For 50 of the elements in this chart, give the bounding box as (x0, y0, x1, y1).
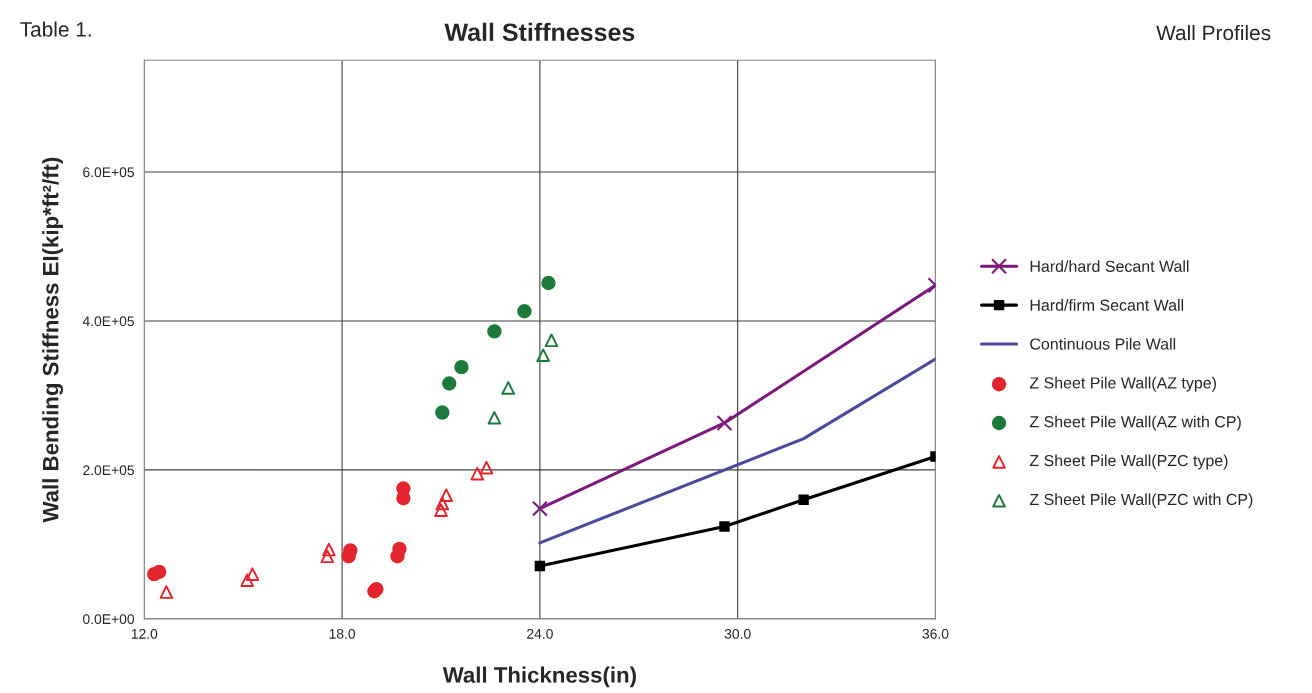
x-tick-label: 12.0 (131, 628, 158, 639)
point (240, 573, 254, 587)
x-tick-label: 36.0 (922, 628, 949, 639)
legend-label: Z Sheet Pile Wall(AZ type) (1029, 376, 1216, 392)
point (536, 348, 550, 362)
caption: Table 1. (20, 21, 91, 37)
point (245, 567, 260, 581)
point (470, 466, 485, 481)
point (159, 585, 174, 599)
point (541, 275, 556, 291)
point (487, 324, 502, 339)
point (531, 500, 548, 517)
point (151, 564, 167, 580)
legend-label: Continuous Pile Wall (1030, 337, 1176, 350)
x-tick-label: 18.0 (329, 628, 356, 639)
point (798, 494, 809, 505)
legend-label: Z Sheet Pile Wall(PZC with CP) (1029, 493, 1253, 509)
x-tick-label: 30.0 (724, 628, 751, 639)
point (322, 542, 336, 557)
point (435, 405, 450, 420)
point (435, 496, 450, 511)
x-tick-label: 24.0 (527, 628, 553, 639)
point (396, 491, 411, 506)
legend-label: Hard/firm Secant Wall (1030, 299, 1184, 311)
point (341, 549, 356, 564)
y-tick-label: 6.0E+05 (83, 167, 135, 178)
point (434, 503, 448, 517)
point (454, 359, 469, 375)
point (439, 488, 454, 502)
point (517, 304, 532, 319)
point (716, 415, 733, 431)
legend-label: Hard/hard Secant Wall (1030, 260, 1189, 272)
text: Wall Profiles (1156, 24, 1271, 41)
point (534, 560, 546, 572)
chart-title: Wall Stiffnesses (444, 22, 635, 42)
y-axis-title: Wall Bending Stiffness EI(kip*ft²/ft) (42, 157, 64, 523)
y-tick-label: 0.0E+00 (83, 614, 135, 625)
point (390, 549, 405, 564)
point (544, 333, 559, 348)
point (487, 410, 502, 425)
y-tick-label: 2.0E+05 (83, 465, 135, 476)
point (320, 549, 335, 564)
x-axis-title: Wall Thickness(in) (442, 666, 636, 688)
legend-label: Z Sheet Pile Wall(PZC type) (1029, 454, 1228, 470)
y-tick-label: 4.0E+05 (82, 316, 135, 327)
legend-label: Z Sheet Pile Wall(AZ with CP) (1029, 415, 1241, 431)
point (479, 460, 494, 475)
point (501, 381, 516, 395)
point (442, 376, 457, 391)
point (719, 521, 730, 532)
